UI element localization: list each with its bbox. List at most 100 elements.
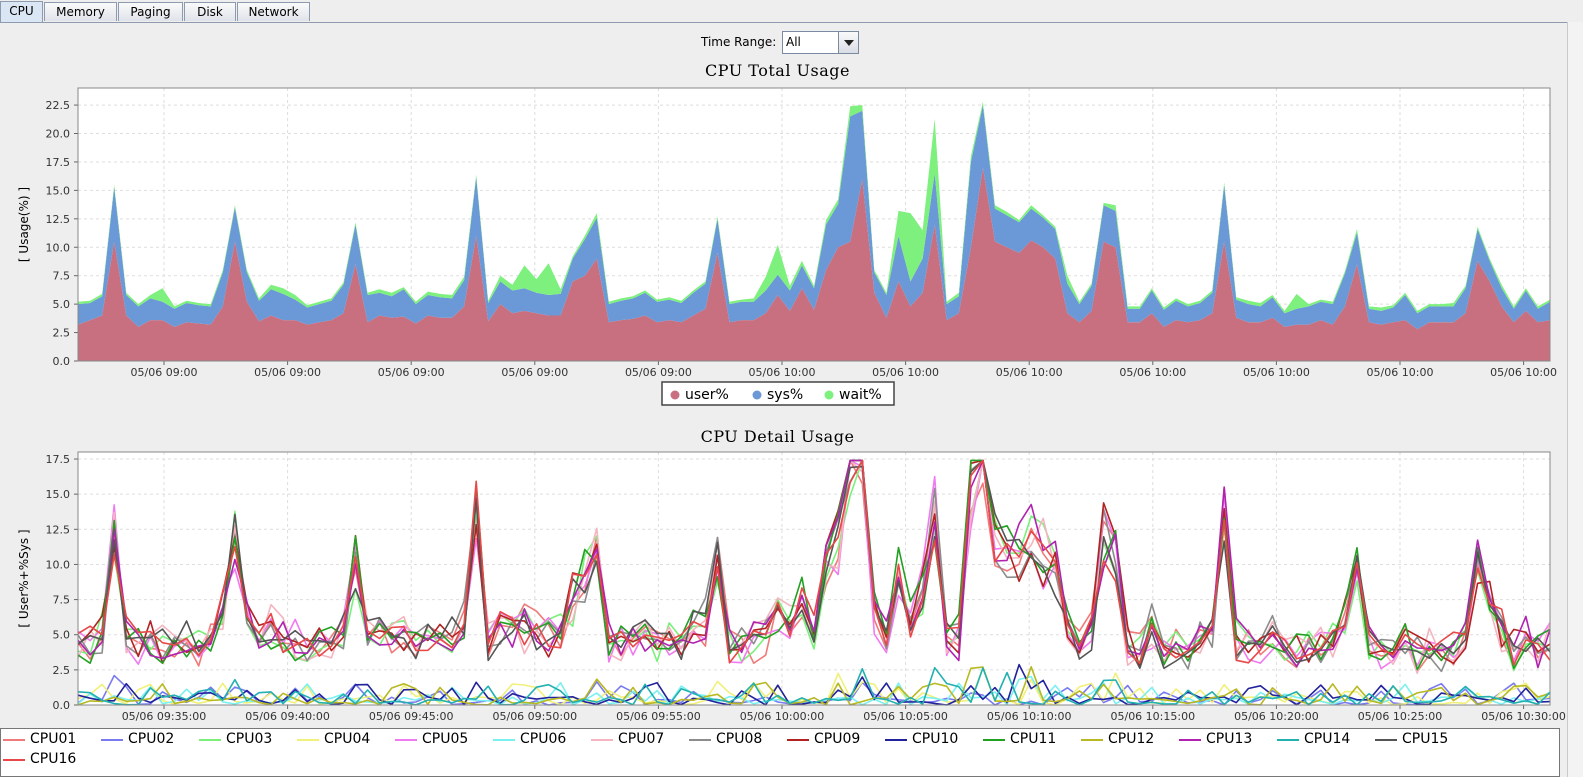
- x-tick-label: 05/06 09:00: [131, 366, 198, 379]
- cpu-total-usage-chart: 0.0 2.5 5.0 7.5 10.0 12.5 15.0 17.5 20.0 22.5 05/0…: [17, 87, 1557, 406]
- line-series-cpu14: [77, 666, 1551, 706]
- legend-swatch: [1277, 739, 1299, 741]
- legend-swatch: [1179, 739, 1201, 741]
- y-tick-label: 0.0: [53, 699, 71, 712]
- x-tick-label: 05/06 10:00: [1490, 366, 1557, 379]
- x-tick-label: 05/06 10:30:00: [1481, 710, 1566, 723]
- legend-label: CPU05: [422, 731, 469, 747]
- x-tick-label: 05/06 10:00: [749, 366, 816, 379]
- x-tick-label: 05/06 10:10:00: [987, 710, 1072, 723]
- legend-label: sys%: [767, 387, 803, 403]
- legend-swatch: [3, 759, 25, 761]
- legend-marker: [670, 390, 680, 400]
- x-tick-label: 05/06 09:35:00: [122, 710, 207, 723]
- legend-label: CPU04: [324, 731, 371, 747]
- line-series-cpu12: [77, 666, 1551, 706]
- x-tick-label: 05/06 10:00:00: [740, 710, 825, 723]
- legend-label: CPU09: [814, 731, 861, 747]
- legend-swatch: [297, 739, 319, 741]
- x-tick-label: 05/06 10:15:00: [1110, 710, 1195, 723]
- y-tick-label: 5.0: [53, 298, 71, 311]
- y-axis-label: [ User%+%Sys ]: [17, 529, 31, 627]
- x-tick-label: 05/06 10:05:00: [863, 710, 948, 723]
- x-tick-label: 05/06 10:20:00: [1234, 710, 1319, 723]
- y-tick-label: 7.5: [53, 594, 71, 607]
- legend-swatch: [689, 739, 711, 741]
- vertical-scrollbar[interactable]: [1567, 22, 1583, 777]
- legend-label: user%: [685, 387, 729, 403]
- legend-swatch: [493, 739, 515, 741]
- x-tick-label: 05/06 10:25:00: [1358, 710, 1443, 723]
- y-tick-label: 17.5: [46, 156, 71, 169]
- y-tick-label: 2.5: [53, 327, 71, 340]
- legend-label: CPU01: [30, 731, 77, 747]
- y-tick-label: 15.0: [46, 184, 71, 197]
- legend-marker: [752, 390, 762, 400]
- time-range-select[interactable]: All: [782, 31, 859, 54]
- tab-paging[interactable]: Paging: [118, 2, 183, 21]
- legend-swatch: [885, 739, 907, 741]
- tab-cpu[interactable]: CPU: [0, 1, 43, 22]
- time-range-value: All: [786, 35, 801, 49]
- legend-label: CPU11: [1010, 731, 1057, 747]
- tab-disk[interactable]: Disk: [184, 2, 236, 21]
- legend-label: CPU07: [618, 731, 665, 747]
- y-tick-label: 10.0: [46, 558, 71, 571]
- y-tick-label: 12.5: [46, 523, 71, 536]
- total-chart-title: CPU Total Usage: [705, 61, 850, 80]
- x-tick-label: 05/06 09:00: [254, 366, 321, 379]
- x-tick-label: 05/06 09:00: [501, 366, 568, 379]
- y-tick-label: 20.0: [46, 128, 71, 141]
- x-tick-label: 05/06 10:00: [872, 366, 939, 379]
- legend-marker: [824, 390, 834, 400]
- x-tick-label: 05/06 10:00: [1367, 366, 1434, 379]
- x-tick-label: 05/06 09:40:00: [245, 710, 330, 723]
- legend-label: wait%: [839, 387, 882, 403]
- legend-label: CPU12: [1108, 731, 1155, 747]
- legend-label: CPU16: [30, 751, 77, 767]
- cpu-detail-usage-chart: 0.0 2.5 5.0 7.5 10.0 12.5 15.0 17.5 05/06 09:35:…: [17, 451, 1566, 723]
- legend-label: CPU14: [1304, 731, 1351, 747]
- legend-swatch: [395, 739, 417, 741]
- legend-label: CPU02: [128, 731, 175, 747]
- tab-network[interactable]: Network: [237, 2, 310, 21]
- x-tick-label: 05/06 09:50:00: [492, 710, 577, 723]
- x-tick-label: 05/06 09:55:00: [616, 710, 701, 723]
- y-tick-label: 12.5: [46, 213, 71, 226]
- y-tick-label: 7.5: [53, 270, 71, 283]
- x-tick-label: 05/06 10:00: [996, 366, 1063, 379]
- plot-border: [77, 451, 1551, 706]
- y-tick-label: 5.0: [53, 629, 71, 642]
- legend-label: CPU13: [1206, 731, 1253, 747]
- legend-swatch: [3, 739, 25, 741]
- x-tick-label: 05/06 09:45:00: [369, 710, 454, 723]
- tab-bar: CPU Memory Paging Disk Network: [0, 0, 1568, 23]
- y-tick-label: 15.0: [46, 488, 71, 501]
- x-tick-label: 05/06 10:00: [1243, 366, 1310, 379]
- legend-swatch: [199, 739, 221, 741]
- line-series-cpu10: [77, 663, 1551, 706]
- y-tick-label: 22.5: [46, 99, 71, 112]
- legend-label: CPU15: [1402, 731, 1449, 747]
- total-legend: user% sys% wait%: [661, 381, 895, 406]
- legend-swatch: [101, 739, 123, 741]
- tab-memory[interactable]: Memory: [44, 2, 117, 21]
- line-series-cpu15: [77, 459, 1551, 670]
- y-tick-label: 17.5: [46, 453, 71, 466]
- line-series-cpu16: [77, 459, 1551, 666]
- x-tick-label: 05/06 09:00: [625, 366, 692, 379]
- cpu-detail-legend: CPU01 CPU02 CPU03 CPU04 CPU05 CPU06 CPU07 CPU08…: [0, 728, 1560, 777]
- legend-swatch: [983, 739, 1005, 741]
- line-series-cpu03: [77, 459, 1551, 672]
- y-tick-label: 2.5: [53, 664, 71, 677]
- y-tick-label: 0.0: [53, 355, 71, 368]
- y-tick-label: 10.0: [46, 241, 71, 254]
- x-tick-label: 05/06 09:00: [378, 366, 445, 379]
- plot-area: [77, 451, 1551, 706]
- area-series-sys: [78, 105, 1550, 330]
- legend-label: CPU08: [716, 731, 763, 747]
- legend-swatch: [787, 739, 809, 741]
- line-series-cpu13: [77, 459, 1551, 669]
- chevron-down-icon[interactable]: [838, 32, 858, 53]
- area-series-user: [78, 167, 1550, 361]
